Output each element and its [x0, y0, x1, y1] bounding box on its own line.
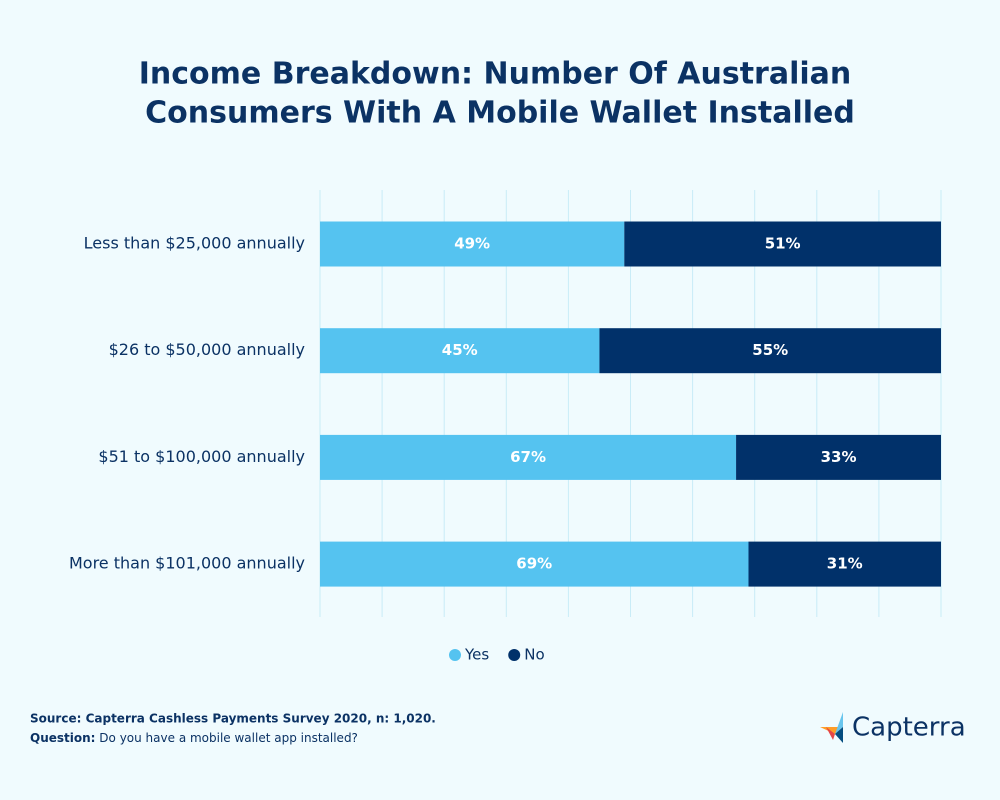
- logo-icon: [820, 712, 843, 743]
- logo-text: Capterra: [852, 713, 966, 743]
- question-label: Question:: [30, 731, 95, 745]
- source: Source: Capterra Cashless Payments Surve…: [30, 712, 436, 726]
- value-label: 49%: [454, 235, 490, 253]
- value-label: 51%: [765, 235, 801, 253]
- y-tick-label: $26 to $50,000 annually: [109, 340, 305, 359]
- value-label: 45%: [442, 341, 478, 359]
- bar-segment: [748, 541, 941, 587]
- legend-marker: [449, 649, 461, 661]
- bar-segment: [320, 328, 600, 374]
- bar-segment: [320, 541, 749, 587]
- value-label: 69%: [516, 555, 552, 573]
- y-tick-label: Less than $25,000 annually: [84, 234, 305, 253]
- value-label: 33%: [821, 448, 857, 466]
- chart-title: Income Breakdown: Number Of Australian: [139, 57, 852, 92]
- y-tick-label: $51 to $100,000 annually: [98, 447, 305, 466]
- value-label: 31%: [827, 555, 863, 573]
- question: Question: Do you have a mobile wallet ap…: [30, 731, 358, 745]
- bar-segment: [320, 221, 625, 267]
- bar-segment: [320, 434, 737, 480]
- legend-marker: [508, 649, 521, 661]
- legend-label: Yes: [464, 646, 489, 664]
- value-label: 67%: [510, 448, 546, 466]
- y-tick-label: More than $101,000 annually: [69, 554, 305, 573]
- legend-label: No: [524, 646, 544, 664]
- bar-segment: [599, 328, 941, 374]
- plot: Less than $25,000 annually 49% 51% $26 to $…: [69, 190, 942, 664]
- chart-title: Consumers With A Mobile Wallet Installed: [145, 96, 855, 131]
- value-label: 55%: [752, 341, 788, 359]
- question-text: Do you have a mobile wallet app installe…: [99, 731, 358, 745]
- bar-segment: [624, 221, 941, 267]
- bar-segment: [736, 434, 941, 480]
